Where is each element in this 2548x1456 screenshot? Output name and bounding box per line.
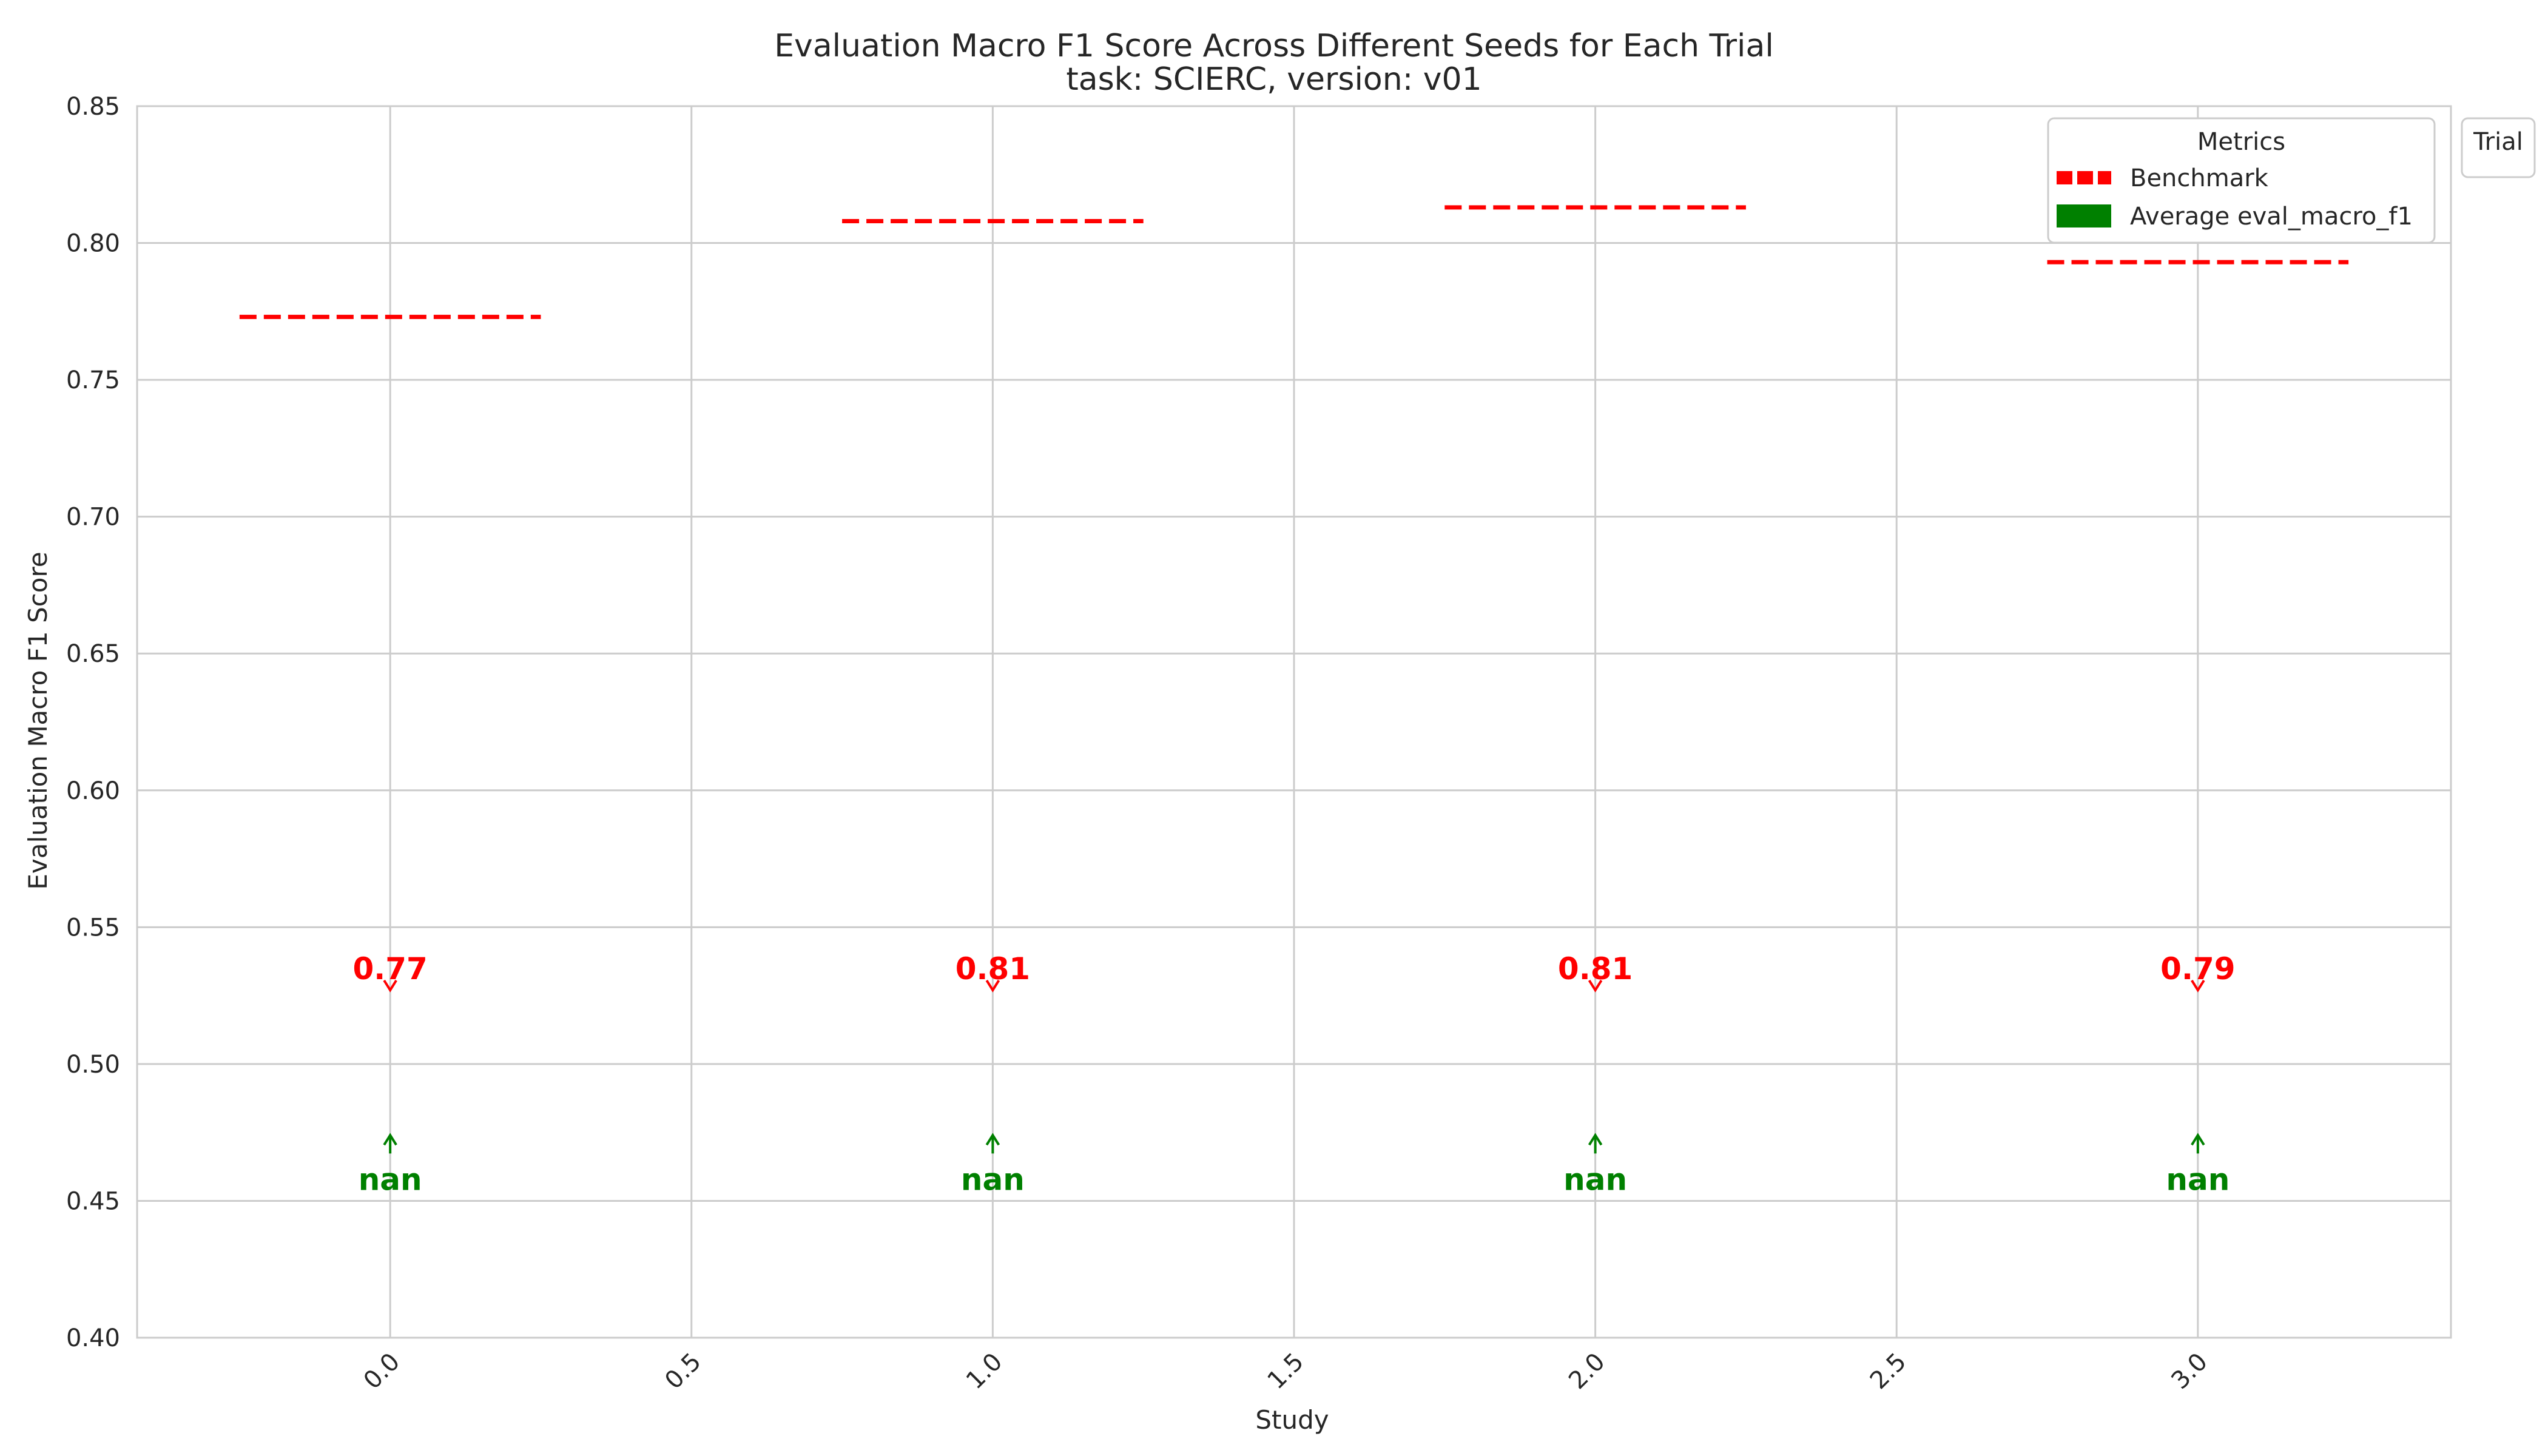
y-tick-label: 0.85 [66, 93, 120, 121]
legend-box [2047, 117, 2436, 244]
benchmark-arrow-head [383, 980, 397, 993]
average-value-label: nan [359, 1162, 422, 1197]
x-tick-label: 1.5 [1262, 1348, 1310, 1395]
average-value-label: nan [2166, 1162, 2230, 1197]
legend-swatch-average [2057, 204, 2111, 228]
x-tick-labels: 0.0 0.5 1.0 1.5 2.0 2.5 3.0 [359, 1348, 2213, 1395]
legend-label-average: Average eval_macro_f1 [2130, 203, 2413, 231]
benchmark-arrow-head [2191, 980, 2205, 993]
chart-title: Evaluation Macro F1 Score Across Differe… [774, 28, 1774, 64]
y-tick-label: 0.60 [66, 777, 120, 805]
y-tick-label: 0.70 [66, 504, 120, 531]
benchmark-value-label: 0.79 [2160, 951, 2235, 986]
y-tick-label: 0.45 [66, 1187, 120, 1215]
benchmark-arrow-head [985, 980, 1000, 993]
benchmark-arrow-head [1588, 980, 1603, 993]
average-arrow-head [2191, 1133, 2205, 1146]
x-tick-label: 1.0 [961, 1348, 1008, 1395]
x-tick-label: 3.0 [2166, 1348, 2213, 1395]
y-tick-label: 0.65 [66, 640, 120, 668]
average-value-label: nan [1563, 1162, 1627, 1197]
y-tick-label: 0.80 [66, 230, 120, 258]
benchmark-series [239, 205, 2349, 319]
trial-legend-title: Trial [2473, 128, 2523, 156]
average-arrow-head [985, 1133, 1000, 1146]
benchmark-value-label: 0.81 [1558, 951, 1633, 986]
grid-layer [137, 105, 2451, 1339]
y-tick-labels: 0.40 0.45 0.50 0.55 0.60 0.65 0.70 0.75 0.80 0.85 [66, 93, 120, 1352]
chart-subtitle: task: SCIERC, version: v01 [1066, 61, 1481, 98]
y-tick-label: 0.50 [66, 1051, 120, 1079]
y-axis-label: Evaluation Macro F1 Score [23, 551, 53, 889]
benchmark-value-label: 0.77 [352, 951, 427, 986]
legend-label-benchmark: Benchmark [2130, 164, 2269, 192]
benchmark-value-label: 0.81 [956, 951, 1030, 986]
average-arrow-head [383, 1133, 397, 1146]
legend: Metrics Benchmark Average eval_macro_f1 [2047, 117, 2436, 244]
trial-legend-box [2461, 117, 2536, 178]
x-tick-label: 2.5 [1865, 1348, 1912, 1395]
legend-title: Metrics [2197, 128, 2285, 156]
average-arrow-head [1588, 1133, 1603, 1146]
y-tick-label: 0.40 [66, 1324, 120, 1352]
x-tick-label: 2.0 [1563, 1348, 1611, 1395]
plot-frame [136, 105, 2452, 1339]
x-axis-label: Study [1255, 1405, 1329, 1435]
x-tick-label: 0.5 [659, 1348, 707, 1395]
annotation-layer: 0.77 0.81 0.81 0.79 nan nan nan nan [352, 951, 2235, 1197]
trial-legend: Trial [2461, 117, 2536, 178]
average-value-label: nan [961, 1162, 1025, 1197]
x-tick-label: 0.0 [359, 1348, 406, 1395]
y-tick-label: 0.75 [66, 366, 120, 394]
y-tick-label: 0.55 [66, 914, 120, 942]
